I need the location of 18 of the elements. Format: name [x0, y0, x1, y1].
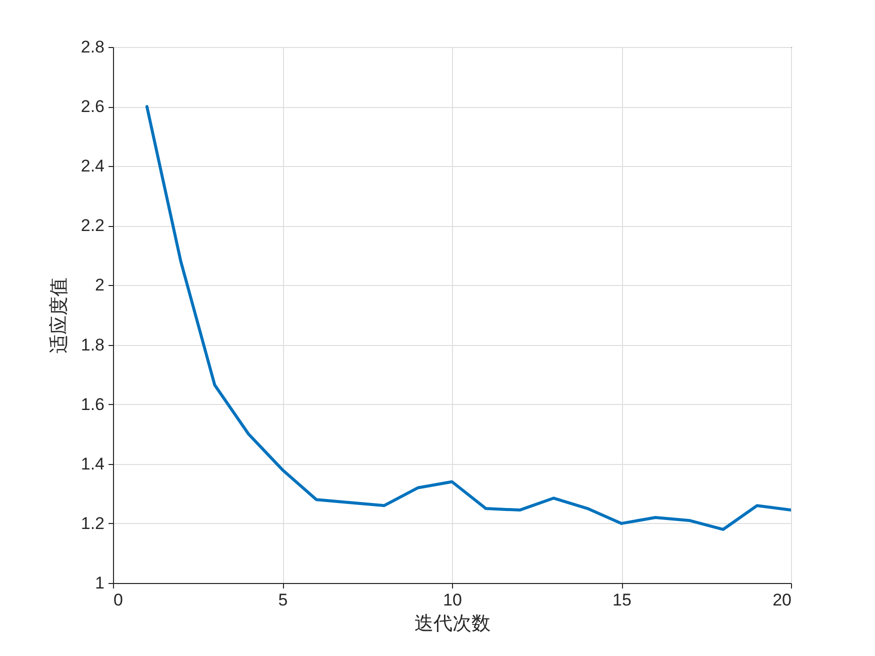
x-tick-label: 0	[114, 590, 123, 610]
y-axis-title: 适应度值	[48, 278, 70, 354]
x-tick-label: 5	[278, 590, 288, 610]
y-tick-label: 1.2	[80, 514, 104, 533]
y-tick-label: 2.8	[80, 38, 104, 56]
y-tick-label: 2	[95, 276, 104, 295]
y-tick-label: 1.4	[80, 454, 104, 474]
x-tick-label: 15	[612, 590, 632, 610]
x-tick-label: 20	[772, 590, 792, 610]
x-axis-title: 迭代次数	[414, 612, 490, 634]
line-series	[145, 105, 791, 531]
y-tick-label: 1.6	[80, 394, 104, 414]
y-tick-label: 2.4	[80, 156, 104, 176]
y-tick-label: 1.8	[80, 335, 104, 354]
y-tick-label: 2.2	[80, 216, 104, 236]
y-tick-label: 2.6	[80, 97, 104, 116]
x-tick-label: 10	[443, 590, 462, 610]
y-tick-label: 1	[95, 574, 104, 592]
